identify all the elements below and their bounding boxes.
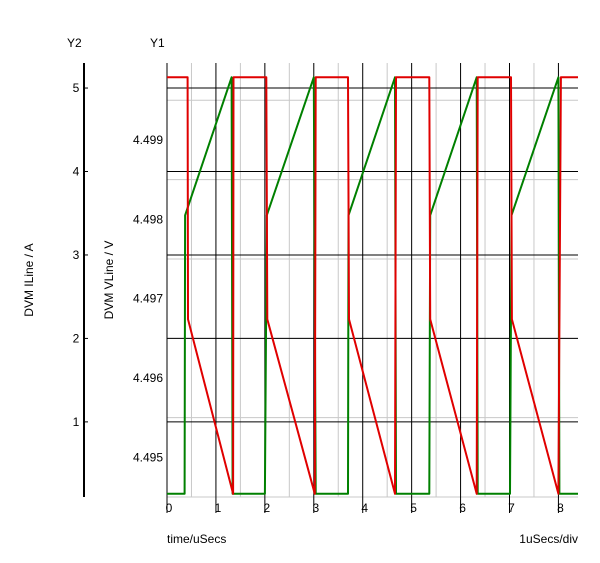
- y1-tick-label: 4.497: [133, 292, 163, 306]
- y1-tick-label: 4.495: [133, 450, 163, 464]
- y2-axis-header: Y2: [67, 36, 82, 50]
- y2-tick-label: 5: [73, 81, 80, 95]
- y1-tick-label: 4.499: [133, 133, 163, 147]
- y2-tick-label: 2: [73, 331, 80, 345]
- y1-axis-label: DVM VLine / V: [102, 241, 116, 320]
- x-scale-note: 1uSecs/div: [519, 532, 578, 546]
- x-tick-label: 5: [410, 501, 417, 515]
- plot-series: [167, 76, 578, 495]
- series-line-2: [167, 76, 578, 495]
- plot-grid: [166, 63, 578, 513]
- x-tick-label: 3: [312, 501, 319, 515]
- x-tick-label: 7: [508, 501, 515, 515]
- y2-tick-labels: 1 2 3 4 5: [73, 81, 88, 429]
- x-tick-label: 0: [166, 501, 173, 515]
- y1-tick-label: 4.498: [133, 212, 163, 226]
- x-tick-label: 2: [264, 501, 271, 515]
- y2-tick-label: 4: [73, 165, 80, 179]
- x-tick-label: 6: [459, 501, 466, 515]
- y1-tick-label: 4.496: [133, 371, 163, 385]
- series-line-1: [167, 76, 578, 495]
- x-axis-label: time/uSecs: [167, 532, 226, 546]
- y2-axis-label: DVM ILine / A: [22, 243, 36, 316]
- x-tick-labels: 0 1 2 3 4 5 6 7 8: [166, 501, 564, 515]
- y1-tick-labels: 4.495 4.496 4.497 4.498 4.499: [133, 133, 163, 464]
- x-tick-label: 8: [557, 501, 564, 515]
- y2-tick-label: 1: [73, 415, 80, 429]
- x-tick-label: 1: [215, 501, 222, 515]
- y2-tick-label: 3: [73, 248, 80, 262]
- x-tick-label: 4: [361, 501, 368, 515]
- y1-axis-header: Y1: [150, 36, 165, 50]
